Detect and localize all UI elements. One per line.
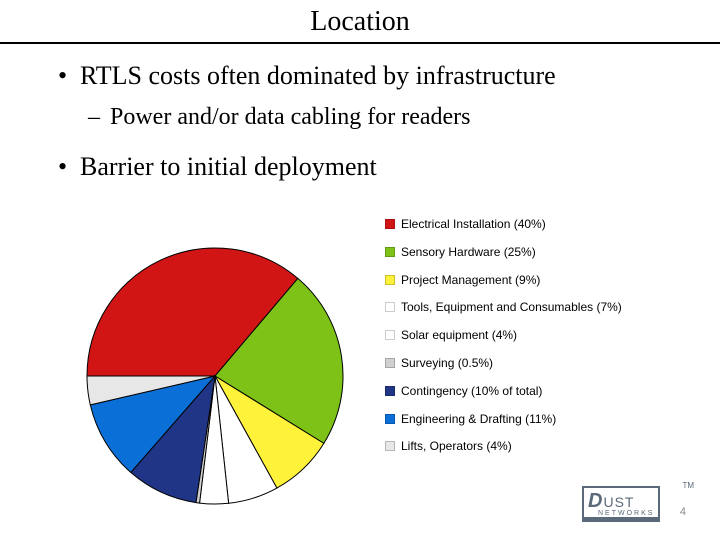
legend-swatch	[385, 302, 395, 312]
legend-label: Engineering & Drafting (11%)	[401, 413, 556, 427]
legend-label: Contingency (10% of total)	[401, 385, 542, 399]
legend-swatch	[385, 330, 395, 340]
logo-sub: NETWORKS	[588, 510, 654, 517]
legend-label: Tools, Equipment and Consumables (7%)	[401, 301, 622, 315]
slide: Location RTLS costs often dominated by i…	[0, 0, 720, 540]
bullet-level2: Power and/or data cabling for readers	[88, 101, 680, 133]
legend-label: Surveying (0.5%)	[401, 357, 493, 371]
brand-logo: TM D UST NETWORKS	[582, 486, 702, 526]
legend-item-electrical: Electrical Installation (40%)	[385, 218, 622, 232]
legend-item-solar: Solar equipment (4%)	[385, 329, 622, 343]
bullet-list: RTLS costs often dominated by infrastruc…	[0, 44, 720, 185]
legend-label: Solar equipment (4%)	[401, 329, 517, 343]
logo-rest: UST	[603, 494, 634, 510]
bullet-level1: RTLS costs often dominated by infrastruc…	[58, 58, 680, 93]
bullet-level1: Barrier to initial deployment	[58, 149, 680, 184]
legend-swatch	[385, 219, 395, 229]
logo-box: D UST NETWORKS	[582, 486, 660, 522]
legend-item-survey: Surveying (0.5%)	[385, 357, 622, 371]
chart-area: Electrical Installation (40%) Sensory Har…	[55, 218, 685, 518]
legend-swatch	[385, 358, 395, 368]
trademark: TM	[682, 481, 694, 490]
slide-title: Location	[0, 0, 720, 38]
legend-swatch	[385, 414, 395, 424]
legend-label: Electrical Installation (40%)	[401, 218, 546, 232]
legend-item-project: Project Management (9%)	[385, 274, 622, 288]
legend-swatch	[385, 386, 395, 396]
pie-chart	[85, 246, 345, 506]
legend-swatch	[385, 441, 395, 451]
legend-label: Lifts, Operators (4%)	[401, 440, 512, 454]
legend-swatch	[385, 275, 395, 285]
legend-item-lifts: Lifts, Operators (4%)	[385, 440, 622, 454]
legend-item-sensory: Sensory Hardware (25%)	[385, 246, 622, 260]
legend-item-contingency: Contingency (10% of total)	[385, 385, 622, 399]
legend-label: Project Management (9%)	[401, 274, 540, 288]
legend-item-tools: Tools, Equipment and Consumables (7%)	[385, 301, 622, 315]
legend-label: Sensory Hardware (25%)	[401, 246, 536, 260]
chart-legend: Electrical Installation (40%) Sensory Har…	[385, 218, 622, 468]
legend-swatch	[385, 247, 395, 257]
legend-item-engineering: Engineering & Drafting (11%)	[385, 413, 622, 427]
